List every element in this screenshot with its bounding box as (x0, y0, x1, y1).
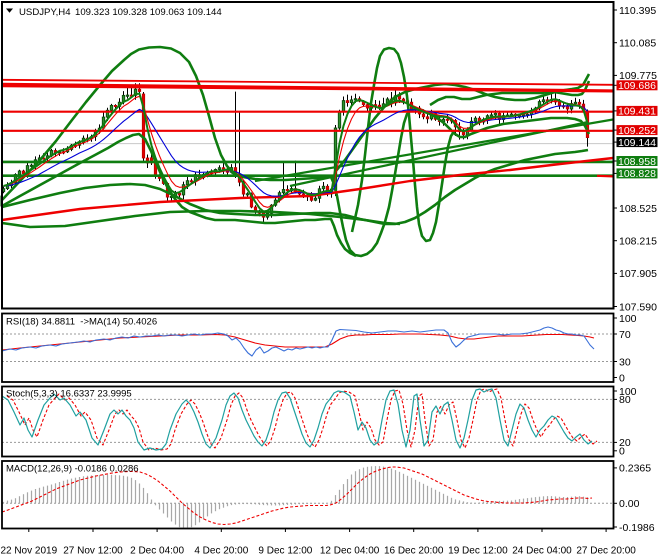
svg-text:109.686: 109.686 (618, 80, 656, 92)
svg-text:107.905: 107.905 (619, 268, 657, 280)
svg-text:19 Dec 12:00: 19 Dec 12:00 (448, 546, 508, 557)
svg-text:100: 100 (619, 313, 637, 325)
svg-text:108.525: 108.525 (619, 203, 657, 215)
svg-text:24 Dec 04:00: 24 Dec 04:00 (512, 546, 572, 557)
svg-text:20: 20 (619, 437, 631, 449)
svg-text:0: 0 (619, 446, 625, 458)
svg-text:109.323 109.328 109.063 109.14: 109.323 109.328 109.063 109.144 (75, 7, 222, 18)
svg-text:108.828: 108.828 (618, 168, 656, 180)
svg-text:2 Dec 04:00: 2 Dec 04:00 (130, 546, 184, 557)
svg-text:16 Dec 20:00: 16 Dec 20:00 (384, 546, 444, 557)
svg-text:109.775: 109.775 (619, 70, 657, 82)
svg-text:110.395: 110.395 (619, 5, 656, 17)
svg-text:0.00: 0.00 (619, 498, 640, 510)
svg-text:0: 0 (619, 372, 625, 384)
svg-text:USDJPY,H4: USDJPY,H4 (19, 7, 71, 18)
svg-text:30: 30 (619, 356, 631, 368)
svg-text:110.085: 110.085 (619, 38, 656, 50)
svg-text:9 Dec 12:00: 9 Dec 12:00 (258, 546, 312, 557)
svg-text:100: 100 (619, 386, 637, 398)
svg-text:70: 70 (619, 329, 631, 341)
svg-text:MACD(12,26,9) -0.0186 0.0286: MACD(12,26,9) -0.0186 0.0286 (6, 464, 139, 475)
svg-text:0.2365: 0.2365 (619, 463, 651, 475)
svg-text:4 Dec 20:00: 4 Dec 20:00 (194, 546, 248, 557)
svg-text:-0.1986: -0.1986 (619, 522, 655, 534)
svg-text:RSI(18) 34.8811 ->MA(14) 50.4: RSI(18) 34.8811 ->MA(14) 50.4026 (6, 317, 157, 328)
svg-text:108.215: 108.215 (619, 236, 657, 248)
svg-text:12 Dec 04:00: 12 Dec 04:00 (320, 546, 380, 557)
svg-text:27 Nov 12:00: 27 Nov 12:00 (63, 546, 123, 557)
svg-text:107.590: 107.590 (619, 301, 657, 313)
svg-text:109.252: 109.252 (618, 125, 656, 137)
svg-text:80: 80 (619, 394, 631, 406)
svg-text:Stoch(5,3,3) 16.6337 23.9995: Stoch(5,3,3) 16.6337 23.9995 (6, 389, 132, 400)
svg-text:22 Nov 2019: 22 Nov 2019 (0, 546, 57, 557)
svg-text:109.431: 109.431 (618, 106, 656, 118)
svg-text:108.958: 108.958 (618, 156, 656, 168)
svg-text:27 Dec 20:00: 27 Dec 20:00 (576, 546, 636, 557)
svg-text:109.144: 109.144 (618, 137, 656, 149)
